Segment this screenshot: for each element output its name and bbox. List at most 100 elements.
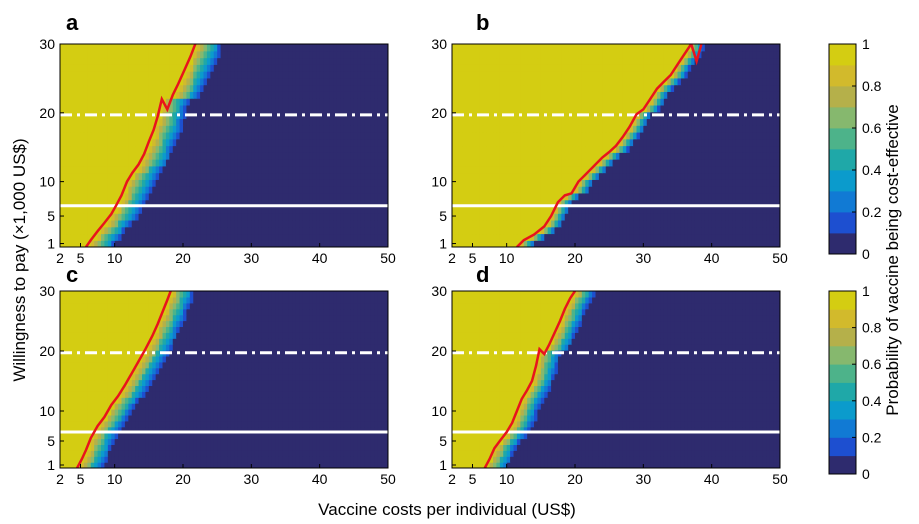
heatmap-cell [769,104,774,113]
heatmap-cell [155,233,160,241]
heatmap-cell [674,179,679,187]
heatmap-cell [493,199,498,207]
heatmap-cell [244,44,249,52]
heatmap-cell [302,192,307,201]
heatmap-cell [254,186,259,194]
heatmap-cell [97,159,102,167]
heatmap-cell [691,172,696,180]
heatmap-cell [670,145,675,153]
heatmap-cell [70,57,75,65]
heatmap-cell [629,125,634,133]
heatmap-cell [247,138,252,147]
heatmap-cell [77,91,82,99]
heatmap-cell [557,226,562,235]
heatmap-cell [605,192,610,201]
heatmap-cell [142,219,147,228]
heatmap-cell [745,131,750,140]
heatmap-cell [698,145,703,153]
heatmap-cell [612,131,617,140]
heatmap-cell [189,44,194,52]
heatmap-cell [114,98,119,106]
heatmap-cell [60,91,65,99]
heatmap-cell [104,91,109,99]
heatmap-cell [680,233,685,241]
heatmap-cell [152,91,157,99]
heatmap-cell [265,192,270,201]
heatmap-cell [530,206,535,214]
heatmap-cell [452,186,457,194]
heatmap-cell [472,98,477,106]
heatmap-cell [475,138,480,147]
heatmap-cell [592,131,597,140]
heatmap-cell [94,71,99,79]
heatmap-cell [159,226,164,235]
heatmap-cell [285,138,290,147]
heatmap-cell [265,118,270,126]
heatmap-cell [63,125,68,133]
heatmap-cell [80,219,85,228]
heatmap-cell [557,219,562,228]
heatmap-cell [77,226,82,235]
heatmap-cell [278,199,283,207]
heatmap-cell [530,172,535,180]
heatmap-cell [60,226,65,235]
heatmap-cell [220,98,225,106]
heatmap-cell [309,57,314,65]
heatmap-cell [728,131,733,140]
heatmap-cell [172,104,177,113]
heatmap-cell [465,172,470,180]
heatmap-cell [77,192,82,201]
heatmap-cell [121,111,126,120]
heatmap-cell [90,44,95,52]
heatmap-cell [326,71,331,79]
heatmap-cell [554,179,559,187]
heatmap-cell [353,199,358,207]
heatmap-cell [312,206,317,214]
heatmap-cell [762,165,767,174]
heatmap-cell [124,240,129,247]
heatmap-cell [145,125,150,133]
heatmap-cell [333,104,338,113]
heatmap-cell [619,125,624,133]
heatmap-cell [73,226,78,235]
heatmap-cell [735,165,740,174]
heatmap-cell [595,104,600,113]
heatmap-cell [285,84,290,92]
heatmap-cell [465,98,470,106]
heatmap-cell [721,159,726,167]
heatmap-cell [189,165,194,174]
heatmap-cell [107,125,112,133]
heatmap-cell [220,111,225,120]
heatmap-cell [135,125,140,133]
heatmap-cell [148,91,153,99]
heatmap-cell [663,98,668,106]
heatmap-cell [183,240,188,247]
heatmap-cell [721,199,726,207]
heatmap-cell [458,233,463,241]
heatmap-cell [557,186,562,194]
heatmap-cell [759,179,764,187]
heatmap-cell [200,240,205,247]
heatmap-cell [633,226,638,235]
heatmap-cell [571,240,576,247]
heatmap-cell [87,145,92,153]
heatmap-cell [282,104,287,113]
heatmap-cell [142,84,147,92]
heatmap-cell [159,233,164,241]
heatmap-cell [162,159,167,167]
heatmap-cell [578,172,583,180]
heatmap-cell [742,125,747,133]
heatmap-cell [101,152,106,160]
heatmap-cell [347,57,352,65]
heatmap-cell [343,125,348,133]
heatmap-cell [326,57,331,65]
heatmap-cell [694,199,699,207]
heatmap-cell [70,199,75,207]
heatmap-cell [462,240,467,247]
heatmap-cell [769,226,774,235]
heatmap-cell [124,104,129,113]
heatmap-cell [121,104,126,113]
heatmap-cell [316,219,321,228]
heatmap-cell [657,131,662,140]
heatmap-cell [619,152,624,160]
